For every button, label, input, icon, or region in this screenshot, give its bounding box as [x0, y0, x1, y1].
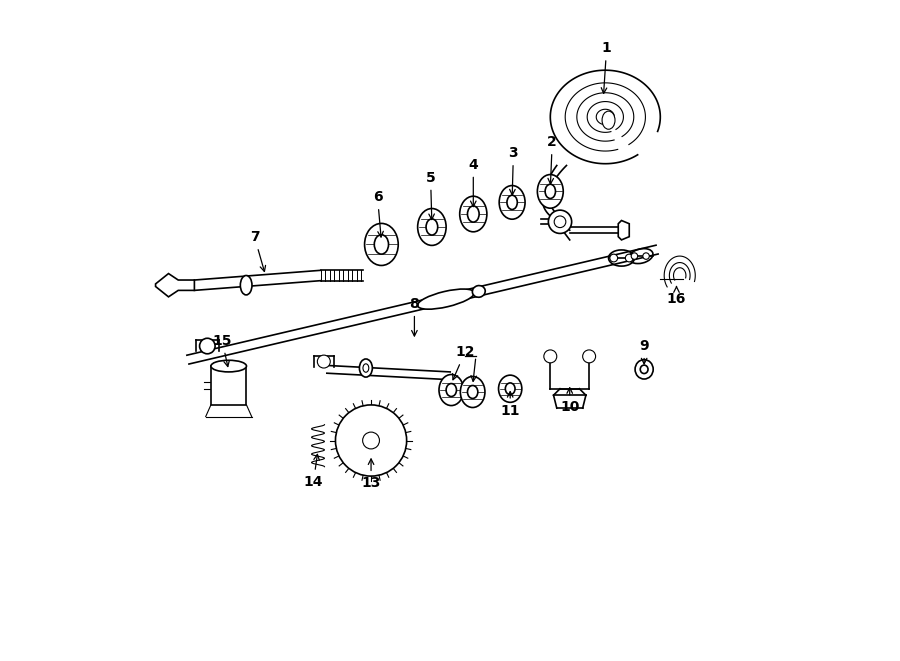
Text: 5: 5: [426, 171, 436, 219]
Ellipse shape: [426, 219, 437, 235]
Text: 11: 11: [500, 391, 520, 418]
Ellipse shape: [500, 186, 525, 219]
Ellipse shape: [545, 184, 555, 198]
Text: 1: 1: [601, 41, 611, 93]
Circle shape: [336, 405, 407, 476]
Bar: [211, 366, 247, 405]
Circle shape: [554, 216, 566, 227]
Ellipse shape: [211, 360, 247, 372]
Text: 2: 2: [547, 135, 557, 184]
Ellipse shape: [640, 365, 648, 373]
Text: 4: 4: [468, 158, 478, 207]
Ellipse shape: [439, 375, 464, 406]
Ellipse shape: [467, 206, 479, 222]
Ellipse shape: [418, 208, 446, 245]
Ellipse shape: [635, 360, 653, 379]
Ellipse shape: [446, 383, 456, 397]
Ellipse shape: [507, 195, 517, 210]
Ellipse shape: [364, 223, 398, 266]
Ellipse shape: [363, 364, 369, 372]
Polygon shape: [618, 221, 629, 240]
Circle shape: [318, 355, 330, 368]
Circle shape: [610, 254, 617, 262]
Ellipse shape: [537, 175, 563, 208]
Polygon shape: [156, 274, 194, 297]
Circle shape: [631, 253, 638, 259]
Circle shape: [200, 338, 215, 354]
Circle shape: [548, 210, 572, 233]
Text: 12: 12: [453, 346, 474, 379]
Ellipse shape: [472, 286, 485, 297]
Ellipse shape: [505, 383, 515, 395]
Text: 7: 7: [250, 230, 266, 272]
Circle shape: [626, 254, 633, 262]
Text: 15: 15: [212, 334, 232, 367]
Ellipse shape: [240, 276, 252, 295]
Ellipse shape: [467, 385, 478, 399]
Circle shape: [544, 350, 557, 363]
Circle shape: [582, 350, 596, 363]
Text: 8: 8: [410, 297, 419, 336]
Text: 10: 10: [560, 388, 580, 414]
Ellipse shape: [418, 289, 474, 309]
Circle shape: [643, 253, 649, 259]
Text: 13: 13: [362, 459, 381, 490]
Ellipse shape: [499, 375, 522, 403]
Ellipse shape: [359, 359, 373, 377]
Text: 3: 3: [508, 146, 518, 195]
Text: 16: 16: [667, 286, 686, 306]
Ellipse shape: [374, 235, 389, 254]
Ellipse shape: [461, 377, 485, 407]
Text: 6: 6: [373, 190, 383, 237]
Ellipse shape: [460, 196, 487, 232]
Ellipse shape: [602, 111, 615, 130]
Text: 9: 9: [639, 339, 649, 364]
Text: 14: 14: [303, 454, 323, 488]
